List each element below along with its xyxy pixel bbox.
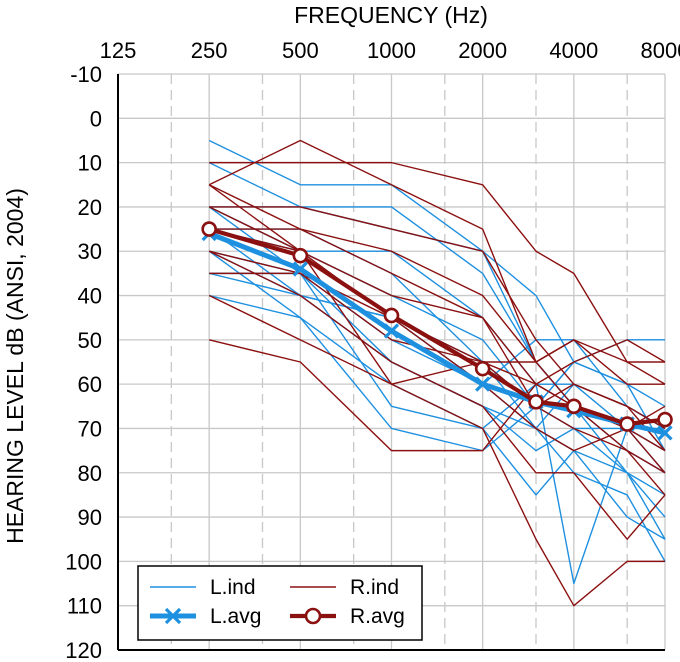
series-line-right-average xyxy=(207,226,668,427)
x-tick-label: 1000 xyxy=(367,38,416,63)
average-series xyxy=(201,221,673,441)
point-right-average xyxy=(566,398,582,415)
series-line-right-individual xyxy=(209,228,666,452)
point-right-average xyxy=(383,307,400,324)
series-line-right-individual xyxy=(208,184,665,385)
y-tick-label: 30 xyxy=(78,239,102,264)
individual-series xyxy=(208,139,666,607)
point-right-average xyxy=(201,221,217,237)
x-axis-title: FREQUENCY (Hz) xyxy=(294,2,488,28)
y-axis-title: HEARING LEVEL dB (ANSI, 2004) xyxy=(2,188,28,544)
y-tick-label: 40 xyxy=(78,284,102,309)
point-left-average xyxy=(383,323,400,339)
point-left-average xyxy=(657,425,673,441)
y-tick-label: 60 xyxy=(78,372,102,397)
series-line-left-individual xyxy=(208,161,666,518)
x-tick-label: 4000 xyxy=(549,38,598,63)
legend-label: L.avg xyxy=(210,605,261,628)
x-tick-label: 250 xyxy=(191,38,228,63)
y-tick-label: 10 xyxy=(78,151,102,176)
x-tick-labels: 125 250 500 1000 2000 4000 8000 xyxy=(100,38,680,63)
series-line-right-individual xyxy=(208,294,665,607)
series-line-right-individual xyxy=(209,228,666,474)
series-line-right-individual xyxy=(208,250,666,540)
point-right-average xyxy=(292,247,309,264)
legend-label: R.avg xyxy=(350,605,405,628)
point-right-average xyxy=(528,394,544,410)
y-tick-label: 20 xyxy=(78,195,102,220)
point-right-average xyxy=(474,360,491,377)
legend-marker-left-average xyxy=(164,607,182,625)
legend-box xyxy=(137,565,423,641)
plot-frame xyxy=(117,74,665,651)
y-tick-label: -10 xyxy=(70,62,102,87)
y-tick-label: 90 xyxy=(78,505,102,530)
x-tick-label: 125 xyxy=(100,38,137,63)
series-line-right-individual xyxy=(209,161,666,385)
series-line-left-individual xyxy=(209,294,666,540)
y-tick-label: 100 xyxy=(65,549,102,574)
point-right-average xyxy=(657,411,673,428)
y-tick-label: 70 xyxy=(78,416,102,441)
y-tick-labels: -10 0 10 20 30 40 50 60 70 80 90 100 110 120 xyxy=(65,62,102,662)
legend: L.ind R.ind L.avg R.avg xyxy=(137,565,423,641)
series-line-right-individual xyxy=(209,339,666,452)
point-left-average xyxy=(475,376,491,392)
y-tick-label: 50 xyxy=(78,328,102,353)
y-tick-label: 110 xyxy=(67,594,102,619)
legend-marker-right-average xyxy=(304,607,322,625)
y-tick-label: 0 xyxy=(90,106,102,131)
legend-label: L.ind xyxy=(210,576,256,599)
point-right-average xyxy=(619,416,635,432)
y-tick-label: 80 xyxy=(78,461,102,486)
x-tick-label: 500 xyxy=(282,38,319,63)
point-left-average xyxy=(292,261,308,277)
x-tick-label: 2000 xyxy=(458,38,507,63)
x-tick-label: 8000 xyxy=(641,38,680,63)
y-tick-label: 120 xyxy=(65,638,102,662)
legend-label: R.ind xyxy=(350,576,399,599)
